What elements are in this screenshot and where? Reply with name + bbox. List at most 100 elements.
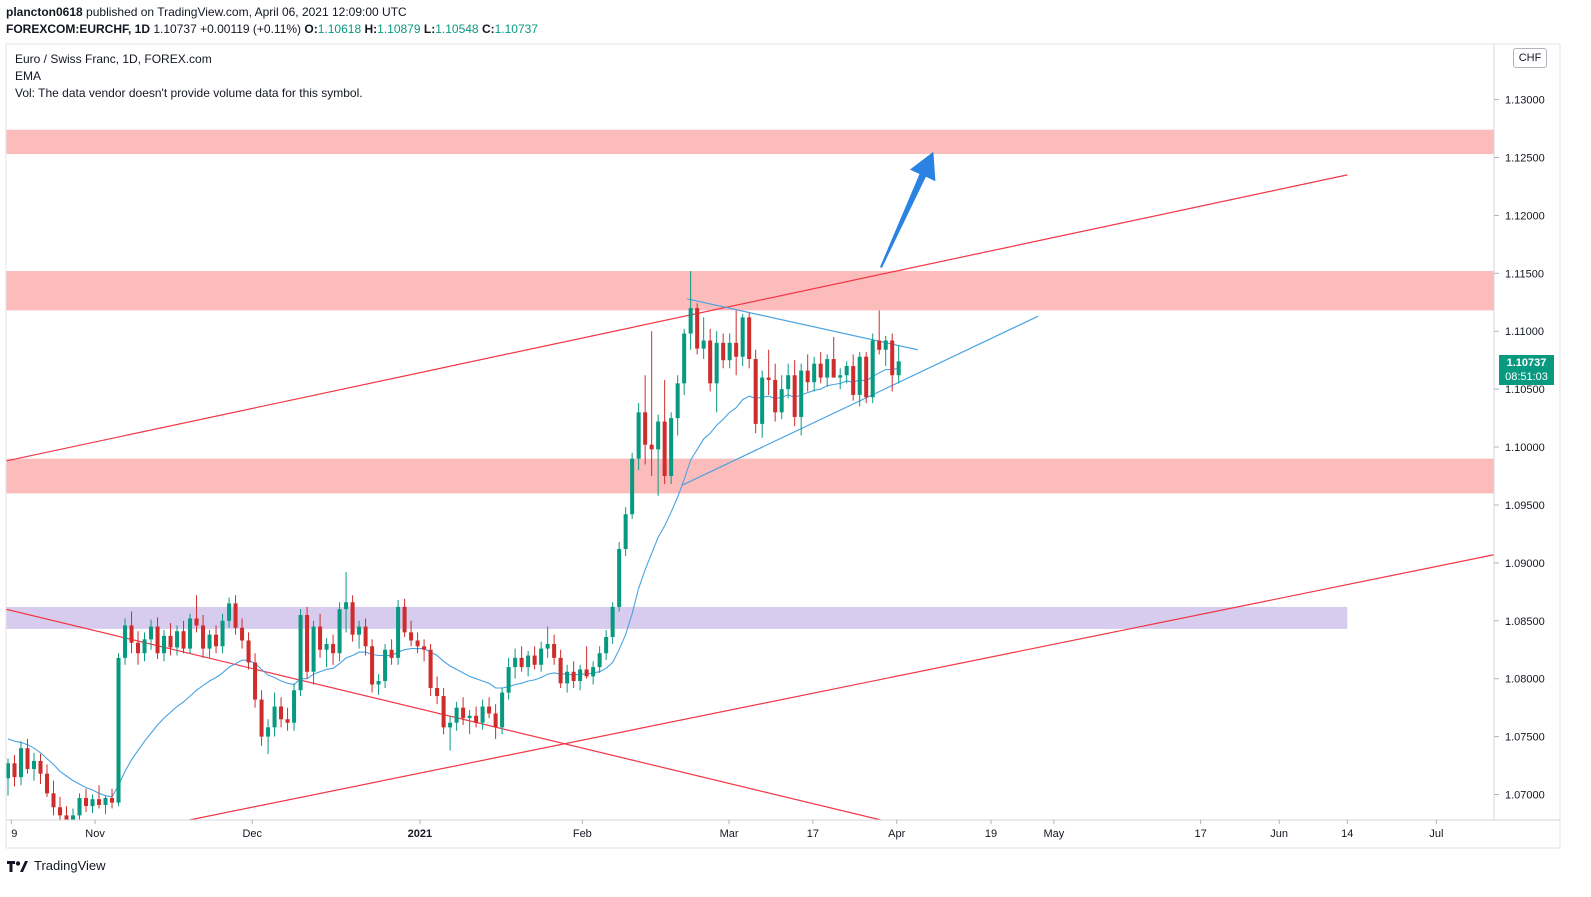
ema-line	[7, 367, 899, 798]
y-tick-label: 1.09000	[1505, 558, 1545, 570]
candle-body	[493, 713, 498, 728]
candle-body	[292, 690, 297, 723]
candle-body	[422, 646, 427, 650]
candle-body	[116, 657, 121, 803]
candle-body	[675, 383, 680, 419]
high-label: H:	[364, 22, 378, 36]
candle-body	[721, 342, 726, 361]
candle-body	[734, 342, 739, 357]
candle-body	[584, 669, 589, 677]
candle-body	[740, 317, 745, 357]
legend-ema[interactable]: EMA	[15, 69, 42, 83]
candle-body	[136, 642, 141, 654]
candle-body	[6, 763, 11, 779]
publish-info: published on TradingView.com, April 06, …	[86, 5, 407, 19]
price-zones	[6, 129, 1494, 629]
open-value: 1.10618	[317, 22, 362, 36]
x-tick-label: 19	[985, 828, 997, 840]
candle-body	[298, 614, 303, 691]
x-tick-label: Feb	[573, 828, 592, 840]
low-label: L:	[423, 22, 436, 36]
candle-body	[597, 653, 602, 668]
candles	[6, 271, 901, 820]
candle-body	[851, 365, 856, 395]
candle-body	[428, 649, 433, 688]
candle-body	[227, 603, 232, 621]
y-tick-label: 1.10000	[1505, 442, 1545, 454]
footer-brand[interactable]: TradingView	[6, 858, 106, 873]
candle-body	[870, 340, 875, 398]
candle-body	[435, 687, 440, 697]
x-tick-label: 14	[1341, 828, 1353, 840]
author-name[interactable]: plancton0618	[6, 5, 83, 19]
candle-body	[207, 634, 212, 649]
candle-body	[194, 618, 199, 626]
symbol-name: FOREXCOM:EURCHF, 1D	[6, 22, 151, 36]
change: +0.00119 (+0.11%)	[200, 22, 302, 36]
candle-body	[44, 773, 50, 794]
close-value: 1.10737	[494, 22, 539, 36]
ema-polyline	[7, 367, 899, 798]
y-tick-label: 1.08500	[1505, 616, 1545, 628]
x-tick-label: Jul	[1429, 828, 1443, 840]
candle-body	[604, 637, 609, 654]
candle-body	[18, 748, 24, 778]
candle-body	[727, 342, 732, 361]
candle-body	[84, 797, 89, 807]
candle-body	[591, 667, 596, 677]
candle-body	[669, 418, 674, 477]
x-tick-label: Jun	[1270, 828, 1288, 840]
tradingview-logo-icon	[7, 860, 28, 872]
candle-body	[773, 379, 778, 413]
candle-body	[25, 748, 30, 770]
candle-body	[857, 356, 862, 395]
bullish-arrow-shape	[880, 151, 936, 268]
legend-vol[interactable]: Vol: The data vendor doesn't provide vol…	[15, 86, 363, 100]
candle-body	[500, 692, 505, 728]
y-tick-label: 1.09500	[1505, 500, 1545, 512]
candle-body	[636, 412, 641, 459]
trendline-red	[189, 554, 1494, 820]
candle-body	[454, 707, 459, 723]
candle-body	[461, 707, 466, 719]
candle-body	[890, 340, 895, 376]
candle-body	[214, 634, 219, 647]
y-tick-label: 1.11500	[1505, 268, 1544, 280]
candle-body	[181, 631, 186, 649]
candle-body	[253, 662, 258, 700]
candle-body	[90, 799, 95, 807]
candle-body	[233, 603, 238, 628]
candle-body	[344, 602, 349, 610]
candle-body	[487, 706, 492, 714]
candle-body	[506, 667, 511, 693]
candle-body	[695, 308, 700, 349]
legend-title[interactable]: Euro / Swiss Franc, 1D, FOREX.com	[15, 52, 212, 66]
candle-body	[519, 657, 524, 668]
candle-body	[311, 626, 316, 672]
candle-body	[838, 375, 843, 378]
candle-body	[324, 643, 329, 650]
y-tick-label: 1.07500	[1505, 732, 1545, 744]
candle-body	[318, 626, 323, 650]
candle-body	[31, 760, 37, 770]
candle-body	[812, 363, 817, 383]
zone-support	[6, 458, 1494, 494]
candle-body	[12, 763, 17, 778]
candle-body	[285, 719, 290, 723]
candle-body	[467, 715, 472, 719]
y-tick-label: 1.12000	[1505, 210, 1545, 222]
open-label: O:	[304, 22, 318, 36]
candle-body	[246, 640, 251, 663]
candle-body	[279, 706, 284, 720]
candle-body	[272, 706, 277, 728]
candle-body	[142, 639, 147, 654]
candle-body	[396, 606, 401, 658]
currency-badge[interactable]: CHF	[1513, 48, 1547, 68]
candle-body	[201, 625, 206, 649]
high-value: 1.10879	[377, 22, 421, 36]
x-tick-label: May	[1043, 828, 1064, 840]
candle-body	[305, 614, 310, 672]
zone-resistance-top	[6, 129, 1494, 155]
candle-body	[162, 635, 167, 654]
